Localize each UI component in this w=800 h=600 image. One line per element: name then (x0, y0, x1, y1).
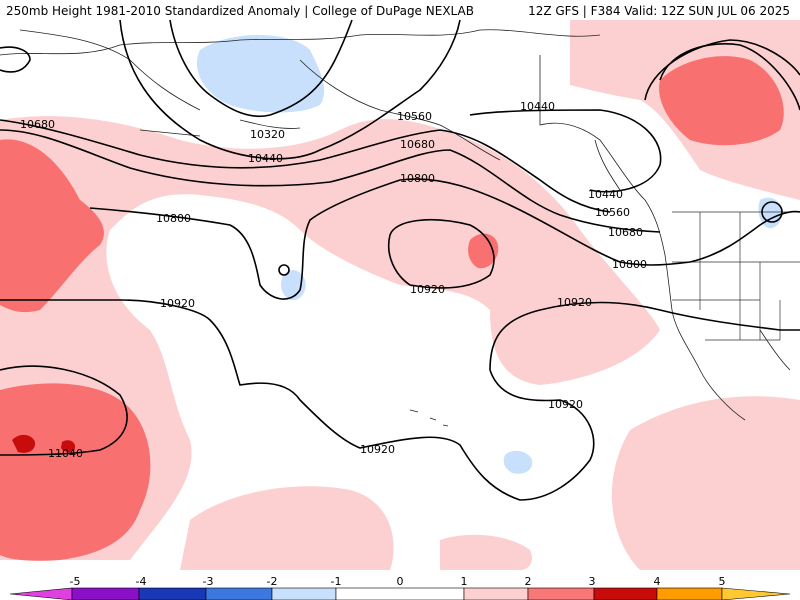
contour-label: 10560 (397, 110, 432, 123)
contour-label: 10440 (248, 152, 283, 165)
colorbar-label: -2 (266, 575, 278, 588)
colorbar-label: 0 (396, 575, 404, 588)
contour-label: 10320 (250, 128, 285, 141)
contour-label: 10920 (360, 443, 395, 456)
colorbar-swatch (335, 587, 465, 600)
contour-label: 10440 (520, 100, 555, 113)
contour-label: 10920 (410, 283, 445, 296)
contour-label: 10680 (608, 226, 643, 239)
colorbar-swatch (721, 587, 791, 600)
contour-label: 10920 (160, 297, 195, 310)
colorbar-swatch (9, 587, 73, 600)
coastlines (0, 29, 791, 427)
contour-label: 10680 (400, 138, 435, 151)
colorbar-label: 5 (718, 575, 726, 588)
contour-label: 10440 (588, 188, 623, 201)
height-contours (0, 19, 800, 501)
anomaly-shading-light-blue (196, 35, 783, 474)
colorbar-swatch (138, 587, 207, 600)
colorbar-label: -1 (330, 575, 342, 588)
colorbar-swatch (271, 587, 337, 600)
model-valid-time: 12Z GFS | F384 Valid: 12Z SUN JUL 06 202… (528, 4, 790, 18)
colorbar-swatch (71, 587, 140, 600)
contour-label: 10800 (612, 258, 647, 271)
colorbar-swatch (463, 587, 529, 600)
colorbar-label: -3 (202, 575, 214, 588)
contour-label: 10560 (595, 206, 630, 219)
contour-label: 10920 (548, 398, 583, 411)
colorbar-label: 2 (524, 575, 532, 588)
colorbar-swatch (656, 587, 723, 600)
map-title: 250mb Height 1981-2010 Standardized Anom… (6, 4, 474, 18)
contour-label: 10800 (156, 212, 191, 225)
colorbar-label: 3 (588, 575, 596, 588)
contour-label: 11040 (48, 447, 83, 460)
colorbar-label: -4 (135, 575, 147, 588)
colorbar-label: 1 (460, 575, 468, 588)
colorbar (9, 587, 791, 600)
contour-labels: 10320 10440 10440 10440 10560 10560 1068… (20, 100, 647, 460)
contour-label: 10800 (400, 172, 435, 185)
anomaly-shading-dark-red (12, 434, 76, 453)
colorbar-swatch (527, 587, 595, 600)
anomaly-shading-medium-red (0, 56, 784, 561)
contour-label: 10680 (20, 118, 55, 131)
us-state-borders (672, 211, 800, 341)
colorbar-label: 4 (653, 575, 661, 588)
colorbar-label: -5 (69, 575, 81, 588)
colorbar-swatch (593, 587, 658, 600)
contour-label: 10920 (557, 296, 592, 309)
colorbar-swatch (205, 587, 273, 600)
